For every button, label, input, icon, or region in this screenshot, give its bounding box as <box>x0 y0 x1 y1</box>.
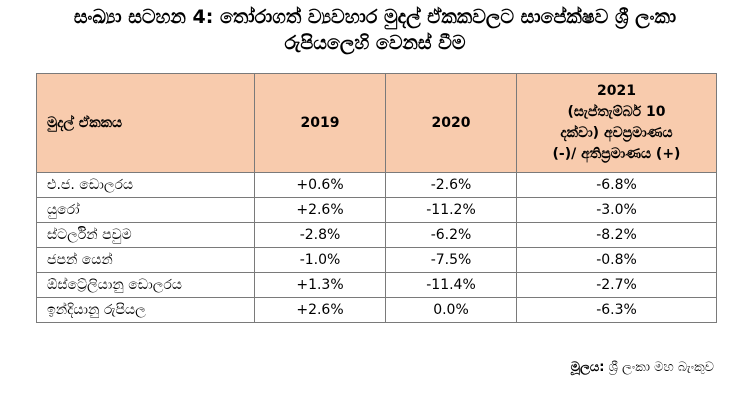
cell-2020: -6.2% <box>385 222 517 248</box>
cell-currency: ඕස්ට්‍රේලියානු ඩොලරය <box>36 272 255 298</box>
cell-currency: යුරෝ <box>36 197 255 223</box>
table-row: ස්ටර්ලින් පවුම -2.8% -6.2% -8.2% <box>36 222 717 248</box>
exchange-rate-table: මුදල් ඒකකය 2019 2020 2021 (සැප්තැම්බර් 1… <box>36 73 717 323</box>
source-note: මූලය: ශ්‍රී ලංකා මහ බැංකුව <box>571 360 714 375</box>
cell-currency: එ.ජ. ඩොලරය <box>36 172 255 198</box>
table-row: ජපන් යෙන් -1.0% -7.5% -0.8% <box>36 247 717 273</box>
cell-2020: 0.0% <box>385 297 517 323</box>
cell-2020: -7.5% <box>385 247 517 273</box>
cell-2019: -1.0% <box>254 247 386 273</box>
header-row: මුදල් ඒකකය 2019 2020 2021 (සැප්තැම්බර් 1… <box>36 73 717 173</box>
cell-2020: -2.6% <box>385 172 517 198</box>
cell-currency: ජපන් යෙන් <box>36 247 255 273</box>
source-label: මූලය: <box>570 360 605 375</box>
header-2021: 2021 (සැප්තැම්බර් 10 දක්වා) අවප්‍රමාණය (… <box>516 73 717 173</box>
cell-2021: -6.3% <box>516 297 717 323</box>
table-row: ඕස්ට්‍රේලියානු ඩොලරය +1.3% -11.4% -2.7% <box>36 272 717 298</box>
title-line-1: සංඛ්‍යා සටහන 4: තෝරාගත් ව්‍යවහාර මුදල් ඒ… <box>73 6 677 28</box>
cell-2021: -0.8% <box>516 247 717 273</box>
table-title: සංඛ්‍යා සටහන 4: තෝරාගත් ව්‍යවහාර මුදල් ඒ… <box>0 4 750 56</box>
source-value: ශ්‍රී ලංකා මහ බැංකුව <box>608 360 714 375</box>
cell-2019: +2.6% <box>254 297 386 323</box>
cell-2021: -8.2% <box>516 222 717 248</box>
cell-currency: ස්ටර්ලින් පවුම <box>36 222 255 248</box>
cell-2020: -11.4% <box>385 272 517 298</box>
cell-2021: -2.7% <box>516 272 717 298</box>
cell-2021: -3.0% <box>516 197 717 223</box>
cell-currency: ඉන්දියානු රුපියල <box>36 297 255 323</box>
table-row: යුරෝ +2.6% -11.2% -3.0% <box>36 197 717 223</box>
cell-2020: -11.2% <box>385 197 517 223</box>
header-currency: මුදල් ඒකකය <box>36 73 255 173</box>
cell-2019: +1.3% <box>254 272 386 298</box>
header-2019: 2019 <box>254 73 386 173</box>
title-line-2: රුපියලෙහි වෙනස් වීම <box>284 32 466 54</box>
header-2020: 2020 <box>385 73 517 173</box>
cell-2019: +0.6% <box>254 172 386 198</box>
cell-2019: +2.6% <box>254 197 386 223</box>
cell-2019: -2.8% <box>254 222 386 248</box>
table-row: එ.ජ. ඩොලරය +0.6% -2.6% -6.8% <box>36 172 717 198</box>
cell-2021: -6.8% <box>516 172 717 198</box>
table-row: ඉන්දියානු රුපියල +2.6% 0.0% -6.3% <box>36 297 717 323</box>
